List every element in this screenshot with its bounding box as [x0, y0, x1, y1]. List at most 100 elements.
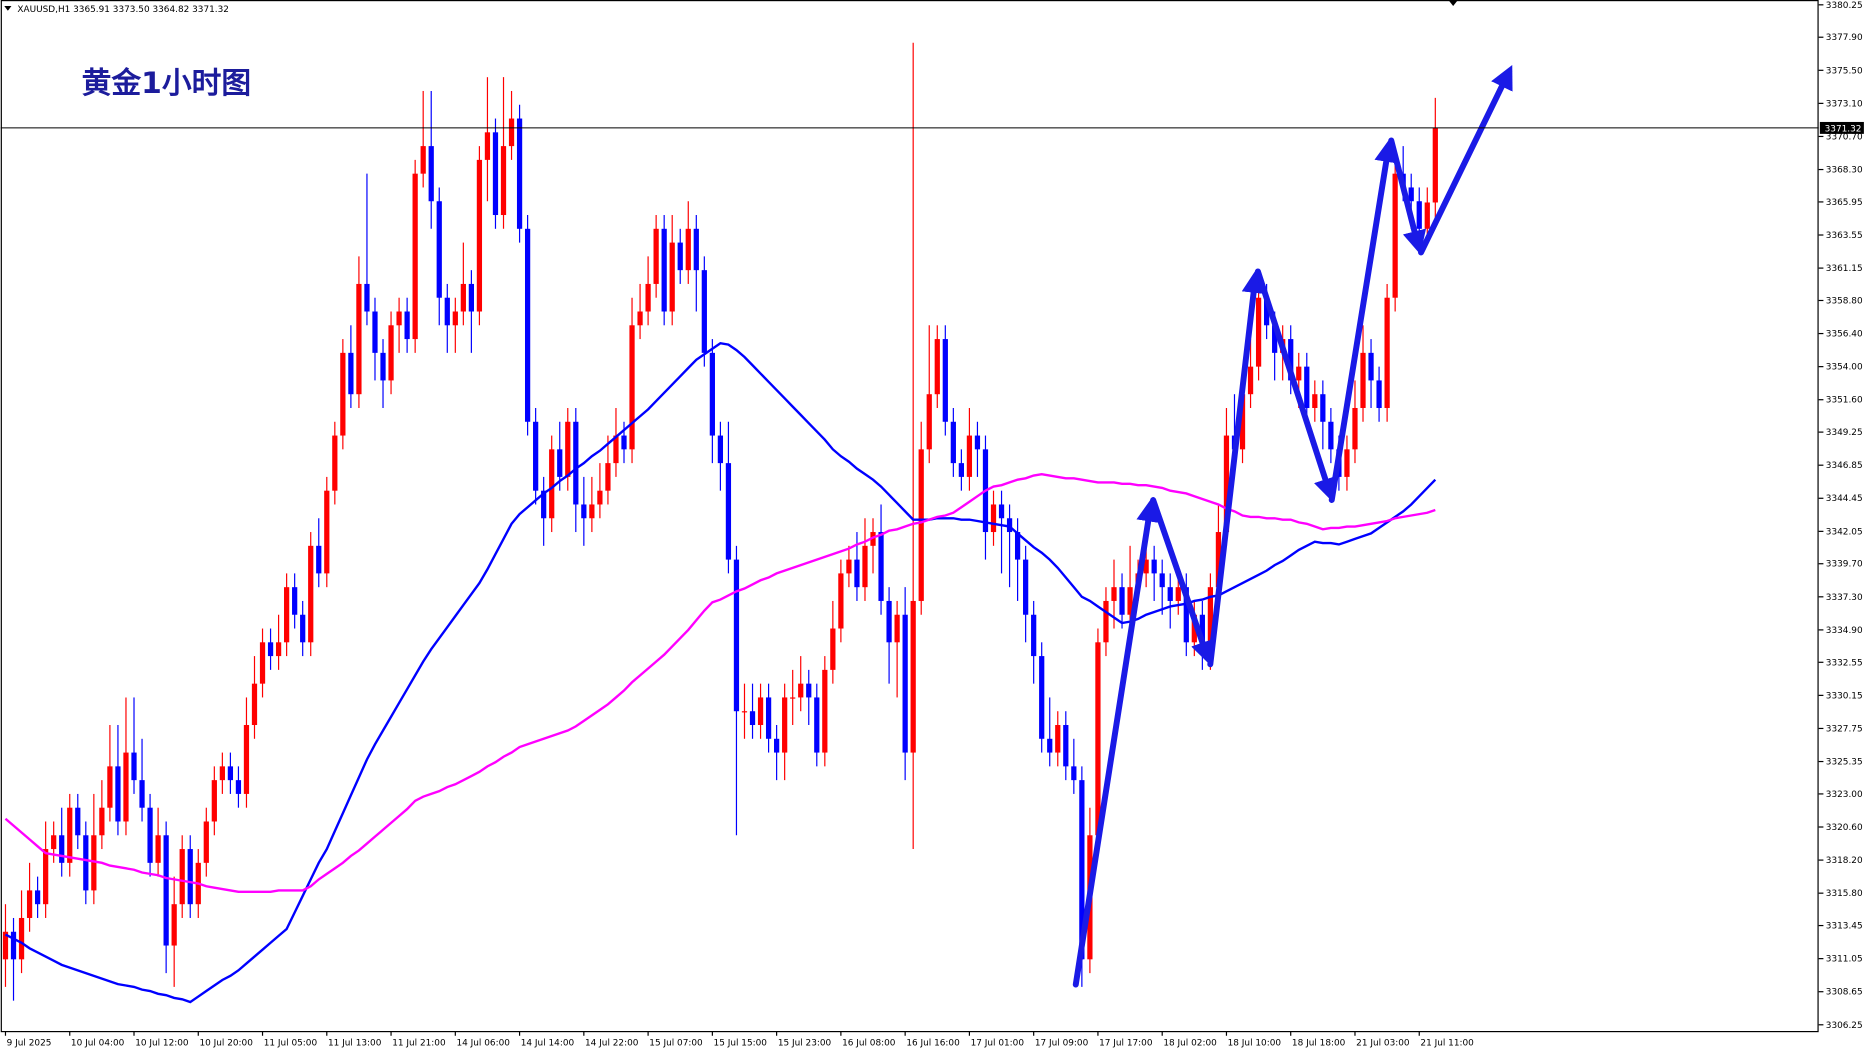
x-tick-label: 15 Jul 07:00 — [649, 1038, 703, 1048]
y-tick-label: 3375.50 — [1826, 66, 1863, 76]
y-tick-label: 3342.05 — [1826, 527, 1863, 537]
x-tick-label: 18 Jul 02:00 — [1163, 1038, 1217, 1048]
candle-body — [757, 697, 764, 726]
candle-body — [460, 283, 466, 312]
candle-body — [902, 614, 908, 753]
candle-body — [637, 311, 643, 326]
candle-body — [733, 559, 740, 712]
candle-body — [251, 683, 258, 726]
candle-body — [428, 146, 434, 202]
candle-body — [541, 490, 547, 519]
candle-body — [653, 228, 659, 284]
y-tick-label: 3365.95 — [1826, 198, 1863, 208]
candle-body — [1159, 573, 1165, 588]
y-tick-label: 3318.20 — [1826, 856, 1863, 866]
candle-body — [1312, 394, 1318, 408]
y-tick-label: 3308.65 — [1826, 988, 1863, 998]
candle-body — [1408, 187, 1414, 202]
candle-body — [316, 545, 322, 574]
candle-body — [2, 931, 9, 960]
x-tick-label: 9 Jul 2025 — [7, 1038, 52, 1048]
y-tick-label: 3315.80 — [1826, 889, 1863, 899]
y-tick-label: 3334.90 — [1826, 626, 1863, 636]
y-tick-label: 3349.25 — [1826, 428, 1863, 438]
moving-average-line — [4, 472, 1436, 893]
candle-body — [1392, 173, 1398, 298]
y-tick-label: 3325.35 — [1826, 758, 1863, 768]
y-tick-label: 3370.70 — [1826, 132, 1863, 142]
candle-body — [790, 697, 796, 699]
header-icon — [4, 5, 12, 11]
candle-body — [1288, 339, 1294, 381]
y-tick-label: 3313.45 — [1826, 922, 1863, 932]
candle-body — [1223, 435, 1230, 533]
candle-body — [308, 545, 314, 643]
candle-body — [910, 600, 916, 753]
chart-header: XAUUSD,H1 3365.91 3373.50 3364.82 3371.3… — [17, 5, 229, 15]
candle-body — [67, 807, 73, 863]
candle-body — [1264, 297, 1270, 326]
candle-body — [1352, 407, 1358, 450]
candle-body — [1424, 202, 1430, 229]
candle-body — [950, 421, 956, 464]
x-tick-label: 21 Jul 11:00 — [1420, 1038, 1474, 1048]
x-tick-label: 18 Jul 10:00 — [1228, 1038, 1282, 1048]
candle-body — [1376, 380, 1382, 408]
candle-body — [91, 835, 97, 891]
candle-body — [862, 545, 868, 588]
x-tick-label: 10 Jul 12:00 — [135, 1038, 189, 1048]
y-tick-label: 3377.90 — [1826, 33, 1863, 43]
candle-body — [34, 890, 41, 905]
candle-body — [549, 449, 555, 519]
candle-body — [798, 683, 804, 698]
candle-body — [581, 504, 587, 519]
candle-body — [701, 270, 707, 353]
candle-body — [107, 766, 113, 808]
candle-body — [565, 421, 571, 477]
candle-body — [878, 532, 884, 601]
x-tick-label: 16 Jul 08:00 — [842, 1038, 896, 1048]
candle-body — [1344, 449, 1350, 477]
x-tick-label: 11 Jul 05:00 — [264, 1038, 318, 1048]
candle-body — [1255, 297, 1262, 367]
x-tick-label: 17 Jul 01:00 — [971, 1038, 1025, 1048]
candle-body — [749, 711, 756, 726]
candle-body — [1175, 587, 1181, 601]
candle-body — [524, 228, 531, 422]
candle-body — [59, 835, 65, 863]
candle-body — [1023, 559, 1029, 615]
plot-frame — [0, 0, 1819, 1033]
candle-body — [227, 766, 234, 781]
arrow — [1254, 268, 1337, 503]
arrow — [1328, 138, 1398, 503]
candle-body — [356, 283, 362, 395]
candle-body — [332, 435, 338, 491]
candle-body — [476, 159, 483, 312]
shift-marker — [1448, 0, 1458, 6]
y-tick-label: 3320.60 — [1826, 823, 1863, 833]
candle-body — [1127, 587, 1133, 615]
candle-body — [348, 352, 354, 395]
candle-body — [1416, 201, 1422, 229]
candle-body — [1304, 366, 1310, 408]
moving-average-line — [4, 341, 1437, 1004]
candle-body — [396, 311, 402, 326]
candle-body — [51, 835, 57, 850]
candle-body — [1119, 587, 1125, 615]
x-tick-label: 18 Jul 18:00 — [1292, 1038, 1346, 1048]
candle-body — [1432, 127, 1438, 203]
candle-body — [1207, 587, 1214, 643]
candle-body — [179, 849, 185, 905]
candle-body — [115, 766, 121, 822]
candle-body — [1063, 725, 1069, 767]
candle-body — [533, 421, 539, 491]
current-price-label: 3371.32 — [1825, 124, 1862, 134]
candle-body — [1199, 614, 1205, 643]
candle-body — [621, 435, 627, 450]
y-tick-label: 3368.30 — [1826, 166, 1863, 176]
candle-body — [693, 228, 699, 271]
candle-body — [966, 435, 973, 477]
candle-body — [163, 835, 169, 946]
